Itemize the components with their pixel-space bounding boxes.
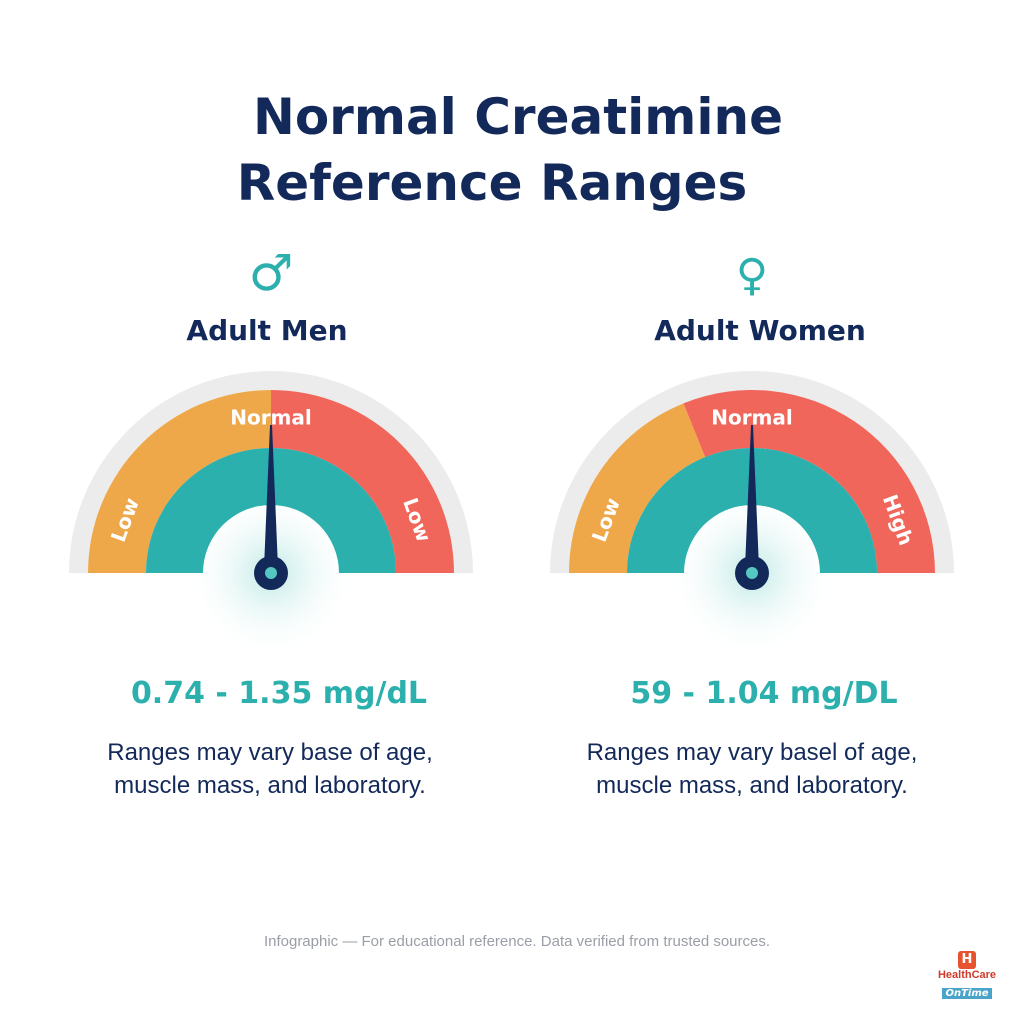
- women-note-line2: muscle mass, and laboratory.: [596, 772, 908, 799]
- men-needle-hub-center: [265, 567, 277, 579]
- healthcare-logo: H HealthCare OnTime: [935, 948, 999, 1000]
- logo-tagline: OnTime: [942, 988, 992, 999]
- logo-mark: H: [958, 951, 976, 969]
- men-range: 0.74 - 1.35 mg/dL: [130, 676, 428, 711]
- men-needle: [264, 425, 278, 568]
- men-low-zone: [88, 390, 271, 573]
- women-note-line1: Ranges may vary basel of age,: [586, 739, 918, 766]
- men-note-line2: muscle mass, and laboratory.: [114, 772, 426, 799]
- women-note: Ranges may vary basel of age, muscle mas…: [532, 736, 972, 802]
- men-note: Ranges may vary base of age, muscle mass…: [50, 736, 490, 802]
- women-label: Adult Women: [654, 314, 866, 347]
- logo-name: HealthCare: [937, 969, 997, 981]
- men-note-line1: Ranges may vary base of age,: [107, 739, 433, 766]
- page-title-line1: Normal Creatimine: [252, 88, 784, 146]
- footer-note: Infographic — For educational reference.…: [263, 933, 771, 950]
- women-needle-hub-center: [746, 567, 758, 579]
- men-label: Adult Men: [186, 314, 348, 347]
- women-high-zone: [683, 390, 935, 573]
- men-normal-band: [146, 448, 396, 573]
- female-symbol-icon: ♀: [735, 250, 769, 301]
- women-range: 59 - 1.04 mg/DL: [630, 676, 898, 711]
- women-needle: [745, 425, 759, 568]
- male-symbol-icon: ♂: [248, 244, 294, 302]
- page-title-line2: Reference Ranges: [236, 154, 748, 212]
- men-high-zone: [271, 390, 454, 573]
- women-normal-band: [627, 448, 877, 573]
- women-low-zone: [569, 403, 706, 573]
